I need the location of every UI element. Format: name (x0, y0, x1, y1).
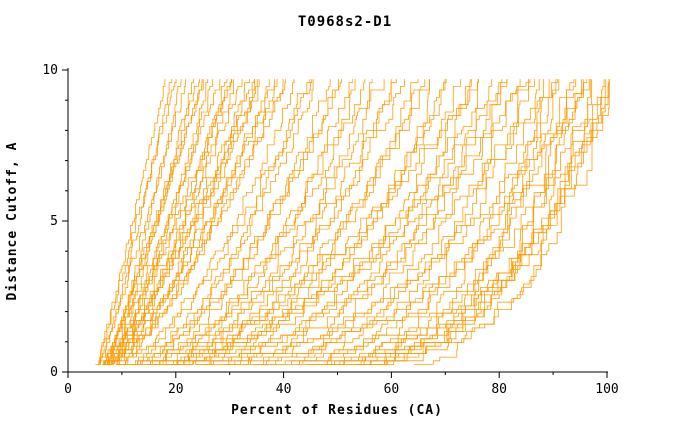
model-curve (130, 79, 339, 365)
model-curve (99, 79, 173, 365)
model-curve (119, 79, 295, 365)
model-curve (210, 79, 462, 365)
model-curve (165, 79, 405, 365)
y-tick-label: 0 (50, 365, 58, 380)
model-curve (279, 79, 560, 365)
model-curve (309, 79, 590, 365)
model-curve (345, 79, 610, 365)
model-curve (117, 79, 284, 365)
model-curve (105, 79, 209, 365)
model-curve (373, 79, 610, 365)
x-tick-label: 0 (64, 382, 72, 397)
x-tick-label: 60 (384, 382, 400, 397)
model-curve (150, 79, 385, 365)
model-curve (112, 79, 278, 365)
model-curve (103, 79, 255, 365)
model-curve (131, 79, 314, 365)
model-curve (97, 79, 177, 365)
model-curve (105, 79, 182, 365)
model-curve (225, 79, 508, 365)
model-curve (195, 79, 446, 365)
model-curve (153, 79, 353, 365)
axes-layer (62, 68, 608, 378)
model-curve (104, 79, 204, 365)
model-curve (195, 79, 558, 365)
model-curve (143, 79, 366, 365)
model-curve (196, 79, 471, 365)
model-curve (253, 79, 508, 365)
model-curve (95, 79, 166, 365)
model-curve (234, 79, 472, 365)
model-curve (118, 79, 250, 365)
model-curve (170, 79, 392, 365)
model-curve (147, 79, 356, 365)
model-curve (159, 79, 397, 365)
x-tick-label: 100 (595, 382, 618, 397)
chart-title: T0968s2-D1 (298, 14, 392, 30)
model-curve (100, 79, 186, 365)
y-axis-label: Distance Cutoff, A (5, 142, 20, 301)
model-curve (115, 79, 258, 365)
model-curve (250, 79, 610, 365)
model-curve (325, 79, 610, 365)
model-curve (103, 79, 260, 365)
model-curve (177, 79, 426, 365)
model-curve (384, 79, 582, 365)
x-tick-label: 40 (276, 382, 292, 397)
model-curve (110, 79, 214, 365)
model-curve (154, 79, 479, 365)
model-curve (122, 79, 313, 365)
model-curve (109, 79, 228, 365)
model-curve (127, 79, 311, 365)
model-curve (375, 79, 577, 365)
x-axis-label: Percent of Residues (CA) (231, 403, 443, 418)
model-curve (108, 79, 233, 365)
model-curve (173, 79, 503, 365)
x-tick-label: 20 (168, 382, 184, 397)
model-curve (355, 79, 550, 365)
model-curve (296, 79, 540, 365)
curves-layer (95, 79, 610, 365)
model-curve (103, 79, 221, 365)
model-curve (187, 79, 447, 365)
model-curve (175, 79, 529, 365)
model-curve (365, 79, 592, 365)
tick-labels: 0 20 40 60 80 100 0 5 10 (42, 63, 618, 397)
model-curve (414, 79, 591, 365)
model-curve (165, 79, 373, 365)
y-tick-label: 10 (42, 63, 58, 78)
model-curve (107, 79, 203, 365)
model-curve (182, 79, 419, 365)
x-tick-label: 80 (491, 382, 507, 397)
y-tick-label: 5 (50, 214, 58, 229)
model-curve (302, 79, 531, 365)
model-curve (220, 79, 584, 365)
